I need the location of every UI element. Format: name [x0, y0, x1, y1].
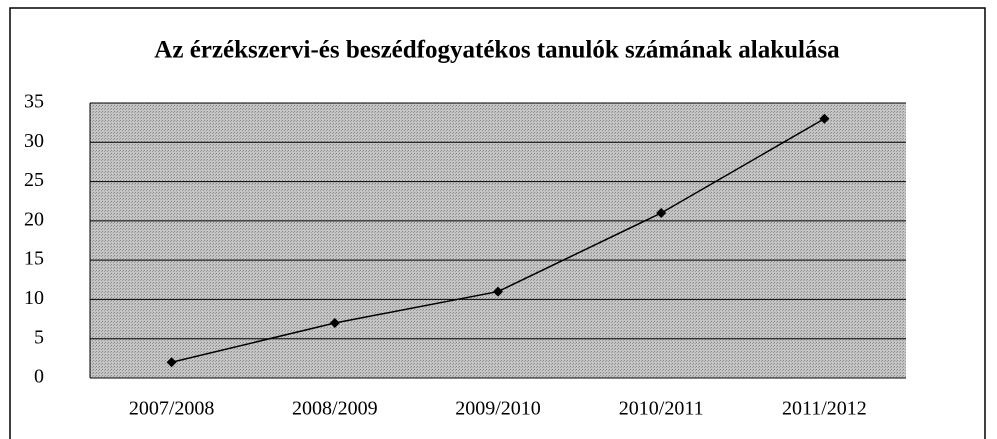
y-tick-label: 15	[24, 248, 44, 270]
y-tick-label: 20	[24, 208, 44, 230]
marker	[493, 286, 503, 297]
marker	[166, 357, 177, 368]
marker	[656, 208, 667, 218]
x-tick-label: 2008/2009	[292, 398, 378, 420]
y-tick-label: 0	[34, 366, 44, 388]
marker	[329, 318, 340, 328]
y-tick-label: 35	[24, 91, 44, 113]
y-tick-label: 10	[24, 287, 44, 309]
chart-title: Az érzékszervi-és beszédfogyatékos tanul…	[154, 37, 840, 64]
frame	[9, 7, 986, 439]
marker	[819, 113, 830, 124]
x-tick-label: 2009/2010	[455, 398, 541, 420]
y-tick-label: 30	[24, 130, 44, 152]
x-tick-label: 2011/2012	[782, 398, 867, 420]
x-tick-label: 2007/2008	[129, 398, 215, 420]
x-tick-label: 2010/2011	[619, 398, 704, 420]
y-tick-label: 5	[34, 326, 44, 348]
y-tick-label: 25	[24, 169, 44, 191]
plot-area	[90, 103, 906, 378]
